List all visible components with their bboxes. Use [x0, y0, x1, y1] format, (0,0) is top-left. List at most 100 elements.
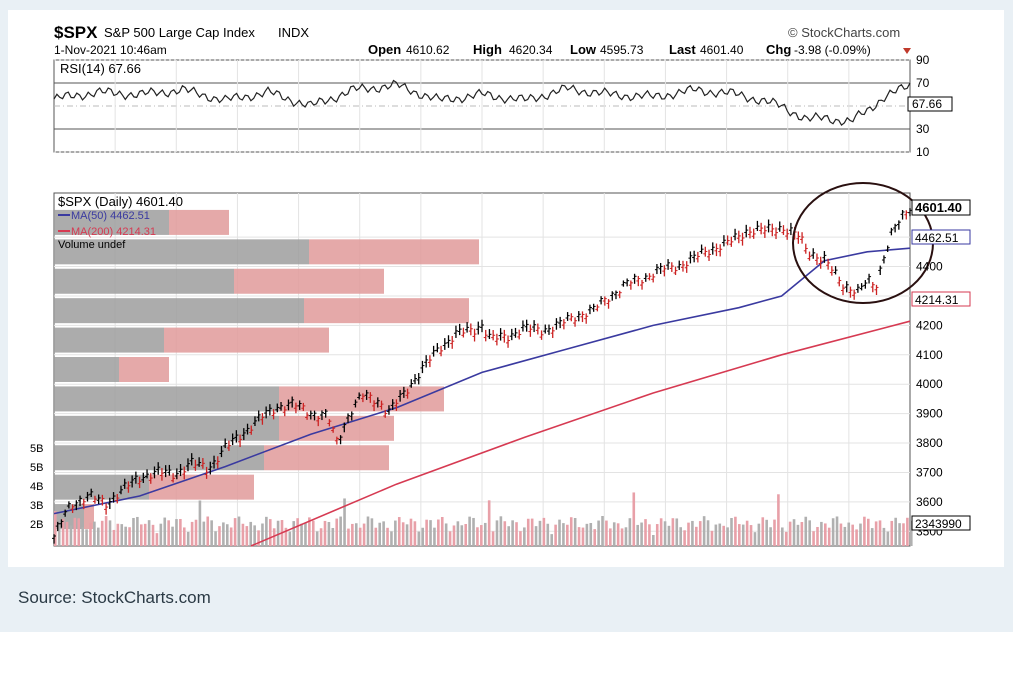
- volume-bar: [890, 520, 894, 546]
- vbp-up-bar: [54, 268, 234, 294]
- volume-bar: [210, 520, 213, 546]
- volume-bar: [569, 517, 573, 546]
- volume-scale: 5B 5B 4B 3B 2B: [30, 443, 43, 531]
- volume-bar: [804, 516, 808, 546]
- volume-bar: [573, 518, 577, 546]
- volume-bar: [288, 531, 292, 546]
- volume-bar: [753, 532, 757, 546]
- volume-bar: [491, 531, 495, 546]
- volume-bar: [886, 531, 890, 546]
- volume-bar: [483, 522, 487, 546]
- price-tick-label: 4000: [916, 377, 943, 391]
- low-label: Low: [570, 42, 597, 57]
- volume-bar: [636, 524, 639, 546]
- volume-bar: [691, 520, 694, 546]
- volume-bar: [511, 520, 514, 546]
- vbp-down-bar: [264, 445, 389, 471]
- open-label: Open: [368, 42, 401, 57]
- volume-bar: [225, 524, 229, 546]
- volume-bar: [444, 523, 448, 546]
- volume-bar: [906, 517, 909, 546]
- volume-bar: [612, 522, 616, 546]
- volume-bar: [738, 524, 741, 546]
- volume-bar: [237, 516, 241, 546]
- volume-bar: [761, 517, 765, 546]
- volume-bar: [554, 524, 557, 546]
- volume-bar: [276, 520, 280, 546]
- last-value: 4601.40: [700, 43, 744, 57]
- volume-bar: [136, 516, 139, 546]
- volume-bar: [546, 523, 550, 546]
- volume-scale-label: 2B: [30, 519, 43, 531]
- stock-chart: $SPX S&P 500 Large Cap Index INDX © Stoc…: [8, 10, 1004, 567]
- volume-bar: [284, 527, 288, 546]
- vbp-up-bar: [54, 327, 164, 353]
- vbp-up-bar: [54, 445, 264, 471]
- chg-value: -3.98 (-0.09%): [794, 43, 871, 57]
- chg-label: Chg: [766, 42, 791, 57]
- vbp-up-bar: [54, 386, 279, 412]
- volume-bar: [452, 525, 456, 546]
- volume-bar: [769, 527, 772, 546]
- rsi-tick-label: 10: [916, 145, 930, 159]
- volume-bar: [812, 531, 815, 546]
- volume-bar: [859, 523, 862, 546]
- volume-bar: [440, 517, 444, 546]
- volume-bar: [616, 523, 620, 546]
- ma200-tag-box: [911, 291, 971, 307]
- ma200-path: [250, 320, 911, 547]
- volume-bar: [401, 522, 405, 546]
- volume-bar: [605, 520, 608, 546]
- price-bars: [52, 208, 912, 544]
- volume-bar: [186, 531, 190, 546]
- symbol: $SPX: [54, 23, 98, 42]
- volume-bar: [526, 518, 530, 546]
- price-tick-label: 3700: [916, 465, 943, 479]
- volume-bar: [910, 520, 913, 546]
- volume-bar: [69, 525, 73, 546]
- price-tick-label: 3800: [916, 436, 943, 450]
- volume-bar: [190, 521, 194, 546]
- source-caption: Source: StockCharts.com: [18, 588, 211, 607]
- volume-bar: [566, 524, 569, 546]
- volume-bar: [429, 520, 432, 546]
- down-arrow-icon: [903, 48, 911, 54]
- vbp-down-bar: [309, 239, 479, 265]
- volume-bar: [265, 516, 268, 546]
- volume-bar: [550, 534, 554, 546]
- volume-bar: [726, 527, 729, 546]
- volume-bar: [671, 518, 675, 546]
- volume-bar: [96, 527, 100, 546]
- volume-bar: [405, 524, 409, 546]
- volume-bar: [390, 531, 393, 546]
- ma50-tag: 4462.51: [915, 231, 959, 245]
- volume-bar: [171, 526, 174, 546]
- volume-bar: [331, 527, 335, 546]
- volume-bar: [863, 516, 866, 546]
- volume-bar: [734, 516, 737, 546]
- volume-bar: [366, 516, 370, 546]
- vbp-down-bar: [169, 209, 229, 235]
- volume-bar: [327, 522, 331, 546]
- volume-bar: [120, 524, 124, 546]
- volume-bar: [663, 521, 667, 546]
- volume-bar: [585, 523, 589, 546]
- volume-bar: [519, 531, 522, 546]
- volume-bar: [155, 533, 159, 546]
- vbp-up-bar: [54, 298, 304, 324]
- volume-bar: [628, 518, 632, 546]
- volume-bar: [589, 523, 593, 546]
- volume-bar: [765, 519, 768, 546]
- exchange: INDX: [278, 25, 309, 40]
- vbp-up-bar: [54, 239, 309, 265]
- volume-bar: [667, 525, 671, 546]
- rsi-tick-label: 70: [916, 76, 930, 90]
- volume-bar: [179, 518, 182, 546]
- volume-bar: [456, 521, 460, 546]
- vbp-down-bar: [84, 504, 94, 530]
- volume-bars: [54, 492, 913, 546]
- volume-bar: [702, 516, 706, 546]
- ma200-tag: 4214.31: [915, 293, 959, 307]
- volume-bar: [65, 521, 69, 546]
- volume-bar: [124, 526, 127, 546]
